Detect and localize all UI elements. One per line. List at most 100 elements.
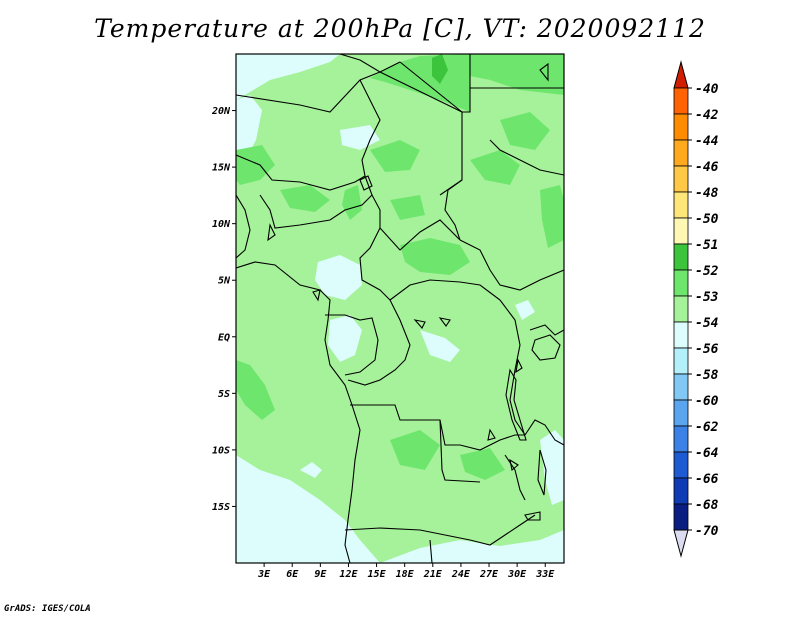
colorbar-segment: [673, 373, 689, 401]
lake-tanganyika: [505, 368, 527, 441]
colorbar-segment: [673, 295, 689, 323]
lon-tick-label: 3E: [257, 569, 271, 580]
warmest-region-libya: [432, 54, 448, 84]
colorbar-segment: [673, 425, 689, 453]
coastline-west-africa: [236, 261, 361, 563]
cold-region-angola: [300, 462, 322, 478]
colorbar-segment: [673, 165, 689, 193]
warm-region-angola-north: [390, 430, 440, 470]
border-drc-east: [499, 299, 526, 436]
lake-chad: [359, 175, 373, 191]
cold-region-north: [236, 54, 340, 100]
lat-tick-label: 10N: [212, 219, 231, 230]
warm-region-chad: [370, 140, 420, 172]
warm-region-car: [400, 238, 470, 275]
warm-region-atlantic: [236, 360, 275, 420]
colorbar-segment: [673, 503, 689, 531]
colorbar-segment: [673, 113, 689, 141]
colorbar: -40 -42 -44 -46 -48 -50 -51 -52 -53 -54 -56 -58 -60 -…: [673, 60, 719, 558]
colorbar-segment: [673, 217, 689, 245]
cold-region-south-center: [380, 530, 564, 563]
lake-victoria: [531, 334, 561, 361]
colorbar-segment: [673, 451, 689, 479]
border-libya-egypt: [399, 54, 471, 113]
border-algeria-niger: [236, 71, 381, 113]
lake-malawi: [537, 449, 547, 496]
colorbar-segment: [673, 139, 689, 167]
colorbar-label: -64: [695, 446, 719, 461]
colorbar-label: -56: [695, 342, 719, 357]
colorbar-label: -50: [695, 212, 719, 227]
colorbar-label: -60: [695, 394, 719, 409]
grads-credit: GrADS: IGES/COLA: [4, 604, 91, 614]
colorbar-bottom-triangle: [673, 529, 689, 558]
colorbar-segment: [673, 243, 689, 271]
cold-region-congo-center: [420, 330, 460, 362]
lon-tick-label: 9E: [314, 569, 327, 580]
colorbar-label: -42: [695, 108, 719, 123]
border-angola-namibia: [344, 527, 446, 536]
colorbar-label: -54: [695, 316, 719, 331]
lake-mozambique: [524, 511, 541, 521]
border-mali-niger: [236, 154, 366, 191]
colorbar-label: -70: [695, 524, 719, 539]
border-niger-chad: [359, 79, 381, 177]
lat-tick-label: EQ: [218, 332, 230, 343]
colorbar-label: -58: [695, 368, 719, 383]
border-south-sudan: [459, 239, 564, 291]
lake-kariba: [509, 458, 519, 472]
colorbar-label: -44: [695, 134, 719, 149]
colorbar-label: -48: [695, 186, 719, 201]
cold-region-sahara: [340, 125, 380, 150]
cold-region-northwest: [236, 95, 262, 165]
cold-region-east-small: [515, 300, 535, 320]
warm-region-ethiopia: [500, 112, 550, 150]
colorbar-label: -53: [695, 290, 719, 305]
colorbar-segment: [673, 191, 689, 219]
colorbar-segment: [673, 87, 689, 115]
lon-tick-label: 33E: [535, 569, 555, 580]
colorbar-label: -40: [695, 82, 719, 97]
border-zambia-south: [444, 514, 536, 546]
colorbar-segment: [673, 269, 689, 297]
map-title: Temperature at 200hPa [C], VT: 202009211…: [94, 14, 706, 43]
cold-region-east: [540, 430, 564, 505]
lon-tick-label: 27E: [479, 569, 499, 580]
latitude-axis: 20N 15N 10N 5N EQ 5S 10S 15S: [211, 106, 236, 513]
border-chad-car: [379, 219, 461, 251]
border-angola-zambia: [439, 419, 481, 483]
lon-tick-label: 18E: [396, 569, 415, 580]
border-drc-west: [347, 299, 411, 386]
lake-mweru: [487, 428, 496, 441]
island-lake-small: [413, 319, 426, 329]
colorbar-label: -66: [695, 472, 719, 487]
lake-kivu: [515, 358, 523, 374]
lon-tick-label: 12E: [339, 569, 358, 580]
border-sudan-ethiopia: [489, 139, 564, 176]
island-bioko: [312, 289, 321, 302]
border-tanzania: [524, 419, 564, 446]
warm-region-sudan: [470, 150, 520, 185]
lat-tick-label: 20N: [211, 106, 231, 117]
warm-region-sahel: [280, 185, 330, 212]
lat-tick-label: 10S: [212, 445, 230, 456]
warm-region-nigeria: [342, 185, 362, 220]
cold-region-gulf: [315, 255, 362, 300]
coastline-guinea: [236, 194, 251, 259]
border-nigeria: [259, 175, 373, 229]
lon-tick-label: 15E: [368, 569, 387, 580]
border-cameroon: [359, 194, 391, 301]
longitude-axis: 3E 6E 9E 12E 15E 18E 21E 24E 27E 30E 33E: [257, 563, 555, 580]
colorbar-label: -62: [695, 420, 719, 435]
border-namibia-botswana: [429, 539, 433, 563]
island-lake-small-2: [438, 317, 451, 327]
plot-frame: [235, 53, 565, 564]
warm-region-east: [540, 185, 564, 248]
country-borders: [236, 54, 564, 563]
border-chad-sudan: [444, 179, 463, 241]
lon-tick-label: 30E: [507, 569, 527, 580]
border-car-congo: [389, 279, 501, 301]
lat-tick-label: 15S: [212, 502, 230, 513]
warm-region-west-africa: [236, 145, 275, 185]
